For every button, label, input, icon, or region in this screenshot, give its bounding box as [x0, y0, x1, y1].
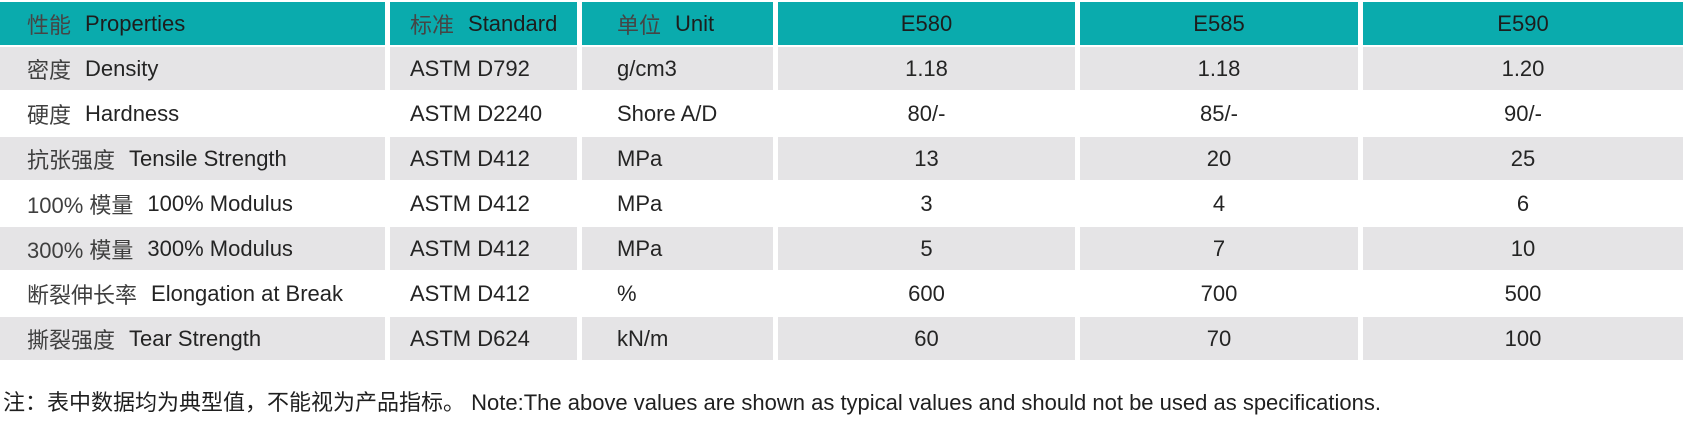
property-zh: 断裂伸长率 [27, 282, 138, 308]
cell-standard: ASTM D412 [390, 182, 577, 225]
table-row: 抗张强度 Tensile Strength ASTM D412 MPa 13 2… [0, 137, 1683, 180]
cell-value-e590: 500 [1363, 272, 1683, 315]
cell-standard: ASTM D412 [390, 227, 577, 270]
header-grade-e585: E585 [1080, 2, 1358, 45]
cell-value-e580: 80/- [778, 92, 1075, 135]
header-unit: 单位 Unit [582, 2, 773, 45]
property-zh: 100% 模量 [27, 192, 134, 218]
cell-value-e590: 100 [1363, 317, 1683, 360]
property-en: 300% Modulus [147, 235, 293, 261]
cell-property: 密度 Density [0, 47, 385, 90]
table-row: 撕裂强度 Tear Strength ASTM D624 kN/m 60 70 … [0, 317, 1683, 360]
header-grade-e580: E580 [778, 2, 1075, 45]
table-header-row: 性能 Properties 标准 Standard 单位 Unit E580 E… [0, 2, 1683, 45]
cell-property: 100% 模量 100% Modulus [0, 182, 385, 225]
footnote: 注：表中数据均为典型值，不能视为产品指标。 Note:The above val… [3, 390, 1381, 415]
cell-value-e590: 90/- [1363, 92, 1683, 135]
cell-property: 抗张强度 Tensile Strength [0, 137, 385, 180]
property-zh: 300% 模量 [27, 237, 134, 263]
property-zh: 撕裂强度 [27, 327, 116, 353]
header-unit-zh: 单位 [617, 12, 662, 38]
cell-unit: MPa [582, 137, 773, 180]
header-standard: 标准 Standard [390, 2, 577, 45]
cell-standard: ASTM D2240 [390, 92, 577, 135]
property-zh: 抗张强度 [27, 147, 116, 173]
property-en: Density [85, 55, 159, 81]
cell-value-e585: 1.18 [1080, 47, 1358, 90]
cell-value-e590: 10 [1363, 227, 1683, 270]
table-row: 300% 模量 300% Modulus ASTM D412 MPa 5 7 1… [0, 227, 1683, 270]
cell-value-e590: 25 [1363, 137, 1683, 180]
cell-property: 300% 模量 300% Modulus [0, 227, 385, 270]
cell-value-e585: 700 [1080, 272, 1358, 315]
cell-value-e585: 20 [1080, 137, 1358, 180]
datasheet-page: 性能 Properties 标准 Standard 单位 Unit E580 E… [0, 2, 1683, 415]
cell-value-e580: 5 [778, 227, 1075, 270]
property-en: Tensile Strength [129, 145, 287, 171]
cell-standard: ASTM D792 [390, 47, 577, 90]
cell-unit: MPa [582, 227, 773, 270]
cell-value-e585: 85/- [1080, 92, 1358, 135]
header-properties: 性能 Properties [0, 2, 385, 45]
header-grade-e590: E590 [1363, 2, 1683, 45]
property-en: 100% Modulus [147, 190, 293, 216]
cell-value-e580: 1.18 [778, 47, 1075, 90]
cell-value-e585: 7 [1080, 227, 1358, 270]
header-properties-zh: 性能 [27, 12, 72, 38]
cell-standard: ASTM D624 [390, 317, 577, 360]
cell-standard: ASTM D412 [390, 272, 577, 315]
property-en: Tear Strength [129, 325, 262, 351]
cell-unit: g/cm3 [582, 47, 773, 90]
header-unit-en: Unit [675, 10, 715, 36]
property-en: Hardness [85, 100, 180, 126]
cell-standard: ASTM D412 [390, 137, 577, 180]
table-row: 断裂伸长率 Elongation at Break ASTM D412 % 60… [0, 272, 1683, 315]
cell-unit: Shore A/D [582, 92, 773, 135]
header-standard-en: Standard [468, 10, 558, 36]
header-properties-en: Properties [85, 10, 186, 36]
cell-value-e590: 1.20 [1363, 47, 1683, 90]
cell-property: 断裂伸长率 Elongation at Break [0, 272, 385, 315]
cell-unit: kN/m [582, 317, 773, 360]
property-zh: 密度 [27, 57, 72, 83]
table-row: 硬度 Hardness ASTM D2240 Shore A/D 80/- 85… [0, 92, 1683, 135]
table-body: 密度 Density ASTM D792 g/cm3 1.18 1.18 1.2… [0, 47, 1683, 360]
cell-property: 硬度 Hardness [0, 92, 385, 135]
property-zh: 硬度 [27, 102, 72, 128]
cell-property: 撕裂强度 Tear Strength [0, 317, 385, 360]
cell-value-e580: 600 [778, 272, 1075, 315]
cell-value-e580: 60 [778, 317, 1075, 360]
cell-unit: MPa [582, 182, 773, 225]
header-standard-zh: 标准 [410, 12, 455, 38]
cell-value-e585: 70 [1080, 317, 1358, 360]
cell-value-e580: 13 [778, 137, 1075, 180]
property-en: Elongation at Break [151, 280, 344, 306]
table-row: 100% 模量 100% Modulus ASTM D412 MPa 3 4 6 [0, 182, 1683, 225]
cell-value-e585: 4 [1080, 182, 1358, 225]
table-row: 密度 Density ASTM D792 g/cm3 1.18 1.18 1.2… [0, 47, 1683, 90]
properties-table: 性能 Properties 标准 Standard 单位 Unit E580 E… [0, 2, 1683, 360]
cell-value-e590: 6 [1363, 182, 1683, 225]
cell-value-e580: 3 [778, 182, 1075, 225]
cell-unit: % [582, 272, 773, 315]
